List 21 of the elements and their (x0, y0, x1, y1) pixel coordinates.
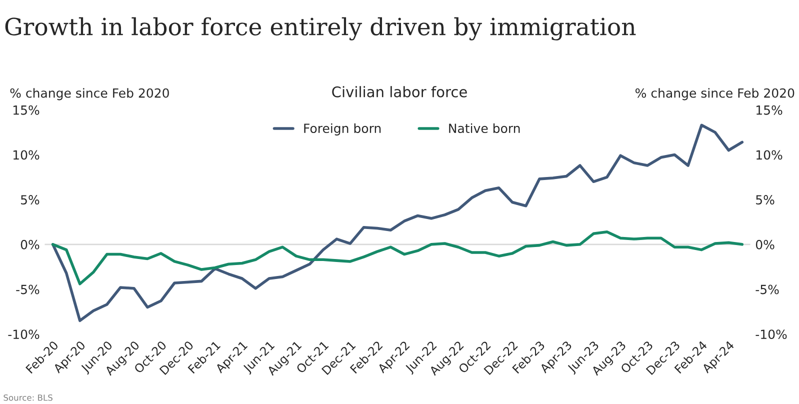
y2-tick-label: -10% (756, 330, 787, 340)
y-axis-title: % change since Feb 2020 (10, 88, 169, 100)
legend-label: Foreign born (304, 123, 381, 136)
y-tick-label: 0% (20, 240, 40, 250)
source-note: Source: BLS (4, 394, 52, 401)
y2-tick-label: -5% (756, 284, 779, 294)
legend-label: Native born (449, 123, 520, 134)
y2-tick-label: 15% (756, 105, 782, 115)
y-tick-label: 5% (21, 195, 40, 205)
y2-axis-title: % change since Feb 2020 (636, 88, 794, 100)
chart-title: Growth in labor force entirely driven by immigration (5, 17, 636, 40)
y-tick-label: -10% (8, 330, 40, 340)
y-tick-label: 10% (13, 150, 40, 160)
y-tick-label: 15% (13, 105, 40, 115)
y2-tick-label: 10% (756, 150, 782, 160)
line-series (51, 230, 744, 286)
y2-tick-label: 5% (756, 195, 774, 205)
line-series (51, 124, 744, 322)
y-tick-label: -5% (16, 284, 40, 294)
y2-tick-label: 0% (756, 240, 774, 250)
chart-subtitle: Civilian labor force (332, 86, 467, 98)
